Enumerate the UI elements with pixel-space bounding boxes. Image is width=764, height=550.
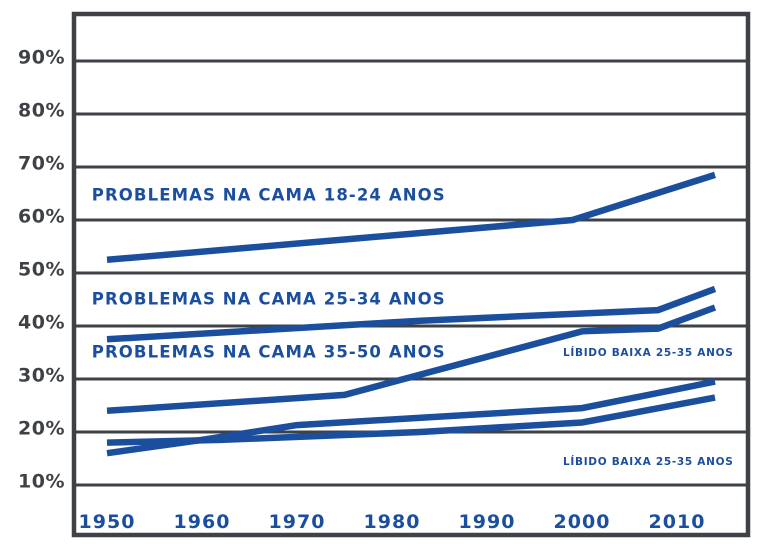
y-axis-tick-label: 10% <box>18 471 65 493</box>
series-annotation-label: PROBLEMAS NA CAMA 18-24 ANOS <box>92 186 446 205</box>
y-axis-tick-label: 20% <box>18 418 65 440</box>
y-axis-tick-label: 30% <box>18 365 65 387</box>
y-axis-tick-label: 80% <box>18 100 65 122</box>
series-annotation-label: LÍBIDO BAIXA 25-35 ANOS <box>563 455 733 468</box>
x-axis-tick-label: 2000 <box>554 511 611 533</box>
series-annotation-label: PROBLEMAS NA CAMA 35-50 ANOS <box>92 343 446 362</box>
x-axis-tick-label: 1950 <box>79 511 136 533</box>
x-axis-tick-label: 1990 <box>459 511 516 533</box>
x-axis-tick-label: 1980 <box>364 511 421 533</box>
y-axis-tick-label: 70% <box>18 153 65 175</box>
y-axis-tick-label: 60% <box>18 206 65 228</box>
y-axis-tick-label: 50% <box>18 259 65 281</box>
x-axis-tick-label: 2010 <box>649 511 706 533</box>
y-axis-tick-label: 90% <box>18 47 65 69</box>
x-axis-tick-label: 1970 <box>269 511 326 533</box>
series-annotation-label: PROBLEMAS NA CAMA 25-34 ANOS <box>92 290 446 309</box>
plot-border <box>71 11 751 538</box>
x-axis-tick-label: 1960 <box>174 511 231 533</box>
data-line-libido-baixa-lower <box>106 394 716 446</box>
data-line-problemas-na-cama-35-50 <box>106 304 717 415</box>
data-line-problemas-na-cama-18-24 <box>106 171 716 264</box>
series-annotation-label: LÍBIDO BAIXA 25-35 ANOS <box>563 346 733 359</box>
data-line-problemas-na-cama-25-34 <box>106 285 717 343</box>
y-axis-tick-label: 40% <box>18 312 65 334</box>
